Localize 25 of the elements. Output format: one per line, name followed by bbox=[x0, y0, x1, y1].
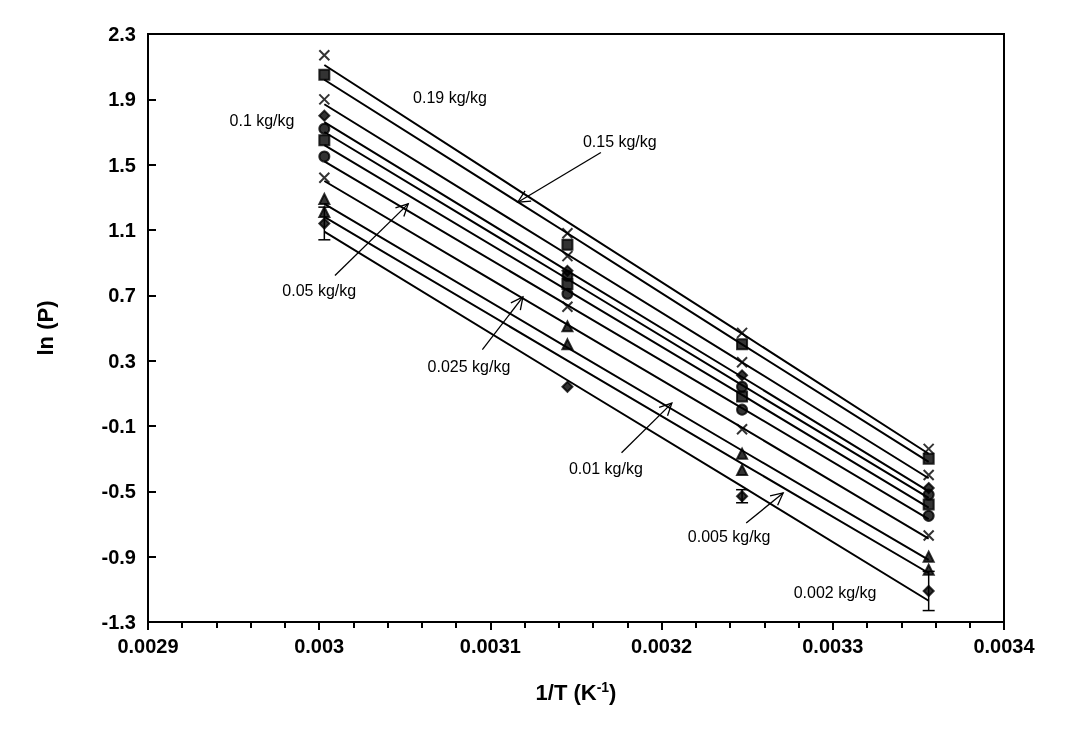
annotation: 0.19 kg/kg bbox=[413, 88, 487, 106]
x-tick-label: 0.0031 bbox=[459, 635, 521, 657]
y-tick-label: 0.7 bbox=[108, 284, 136, 307]
annotation: 0.005 kg/kg bbox=[687, 528, 771, 546]
annotation: 0.15 kg/kg bbox=[582, 132, 657, 150]
x-tick-label: 0.0034 bbox=[973, 635, 1036, 657]
y-tick-label: 2.3 bbox=[108, 23, 136, 45]
annotation: 0.05 kg/kg bbox=[282, 282, 357, 300]
x-tick-label: 0.0033 bbox=[802, 635, 864, 657]
y-tick-label: -0.1 bbox=[101, 415, 136, 437]
annotation: 0.1 kg/kg bbox=[229, 111, 295, 129]
y-tick-label: 1.1 bbox=[108, 219, 136, 241]
x-tick-label: 0.0029 bbox=[117, 635, 179, 657]
y-tick-label: 0.3 bbox=[108, 349, 136, 372]
y-axis-title: ln (P) bbox=[32, 300, 58, 356]
x-tick-label: 0.0032 bbox=[631, 635, 693, 657]
y-tick-label: 1.5 bbox=[108, 153, 136, 176]
y-tick-label: -1.3 bbox=[101, 611, 136, 633]
annotation: 0.025 kg/kg bbox=[427, 358, 511, 376]
x-tick-label: 0.003 bbox=[294, 635, 345, 657]
y-tick-label: -0.5 bbox=[101, 480, 136, 503]
annotation: 0.01 kg/kg bbox=[568, 459, 643, 477]
y-tick-label: -0.9 bbox=[101, 545, 136, 568]
annotation: 0.002 kg/kg bbox=[793, 583, 877, 601]
y-tick-label: 1.9 bbox=[108, 88, 136, 111]
